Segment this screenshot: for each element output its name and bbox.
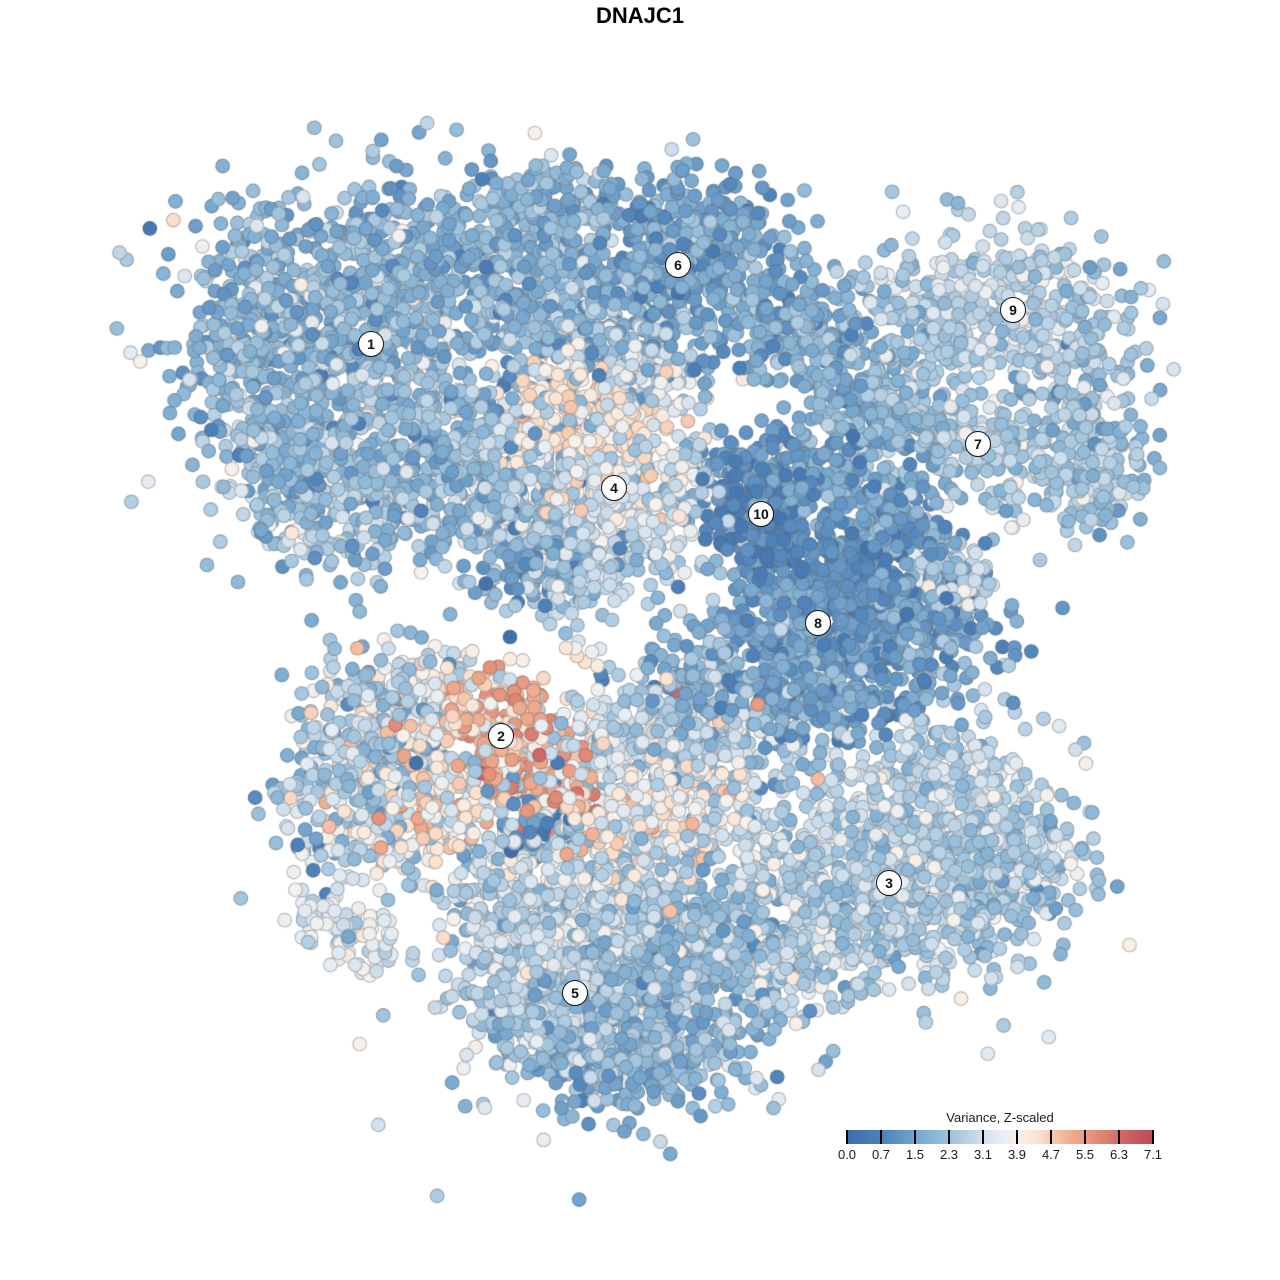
colorbar-tick-label: 1.5 (905, 1147, 925, 1162)
colorbar-tick-mark (846, 1130, 848, 1144)
colorbar-tick-label: 7.1 (1143, 1147, 1163, 1162)
colorbar-tick-mark (1050, 1130, 1052, 1144)
colorbar-title: Variance, Z-scaled (946, 1110, 1054, 1125)
cluster-label-10: 10 (748, 501, 774, 527)
cluster-label-8: 8 (805, 610, 831, 636)
cluster-label-1: 1 (358, 331, 384, 357)
colorbar-tick-mark (1118, 1130, 1120, 1144)
colorbar-tick-mark (880, 1130, 882, 1144)
colorbar-tick-label: 0.0 (837, 1147, 857, 1162)
cluster-label-3: 3 (876, 870, 902, 896)
colorbar-tick-label: 4.7 (1041, 1147, 1061, 1162)
colorbar-tick-labels: 0.0 0.7 1.5 2.3 3.1 3.9 4.7 5.5 6.3 7.1 (838, 1147, 1162, 1163)
colorbar-tick-label: 3.1 (973, 1147, 993, 1162)
cluster-label-6: 6 (665, 252, 691, 278)
colorbar-tick-label: 6.3 (1109, 1147, 1129, 1162)
colorbar-tick-label: 5.5 (1075, 1147, 1095, 1162)
colorbar-tick-mark (982, 1130, 984, 1144)
cluster-label-4: 4 (601, 475, 627, 501)
colorbar-tick-mark (914, 1130, 916, 1144)
colorbar-tick-mark (948, 1130, 950, 1144)
cluster-label-7: 7 (965, 431, 991, 457)
colorbar-tick-mark (1084, 1130, 1086, 1144)
colorbar-legend: Variance, Z-scaled 0.0 0.7 1.5 2.3 3.1 3.9 4.7… (838, 1110, 1162, 1163)
colorbar-gradient (846, 1130, 1154, 1144)
cluster-label-5: 5 (562, 980, 588, 1006)
colorbar-tick-label: 3.9 (1007, 1147, 1027, 1162)
colorbar-tick-mark (1016, 1130, 1018, 1144)
colorbar-tick-mark (1152, 1130, 1154, 1144)
colorbar-tick-label: 2.3 (939, 1147, 959, 1162)
colorbar-tick-label: 0.7 (871, 1147, 891, 1162)
cluster-label-9: 9 (1000, 297, 1026, 323)
cluster-label-2: 2 (488, 723, 514, 749)
